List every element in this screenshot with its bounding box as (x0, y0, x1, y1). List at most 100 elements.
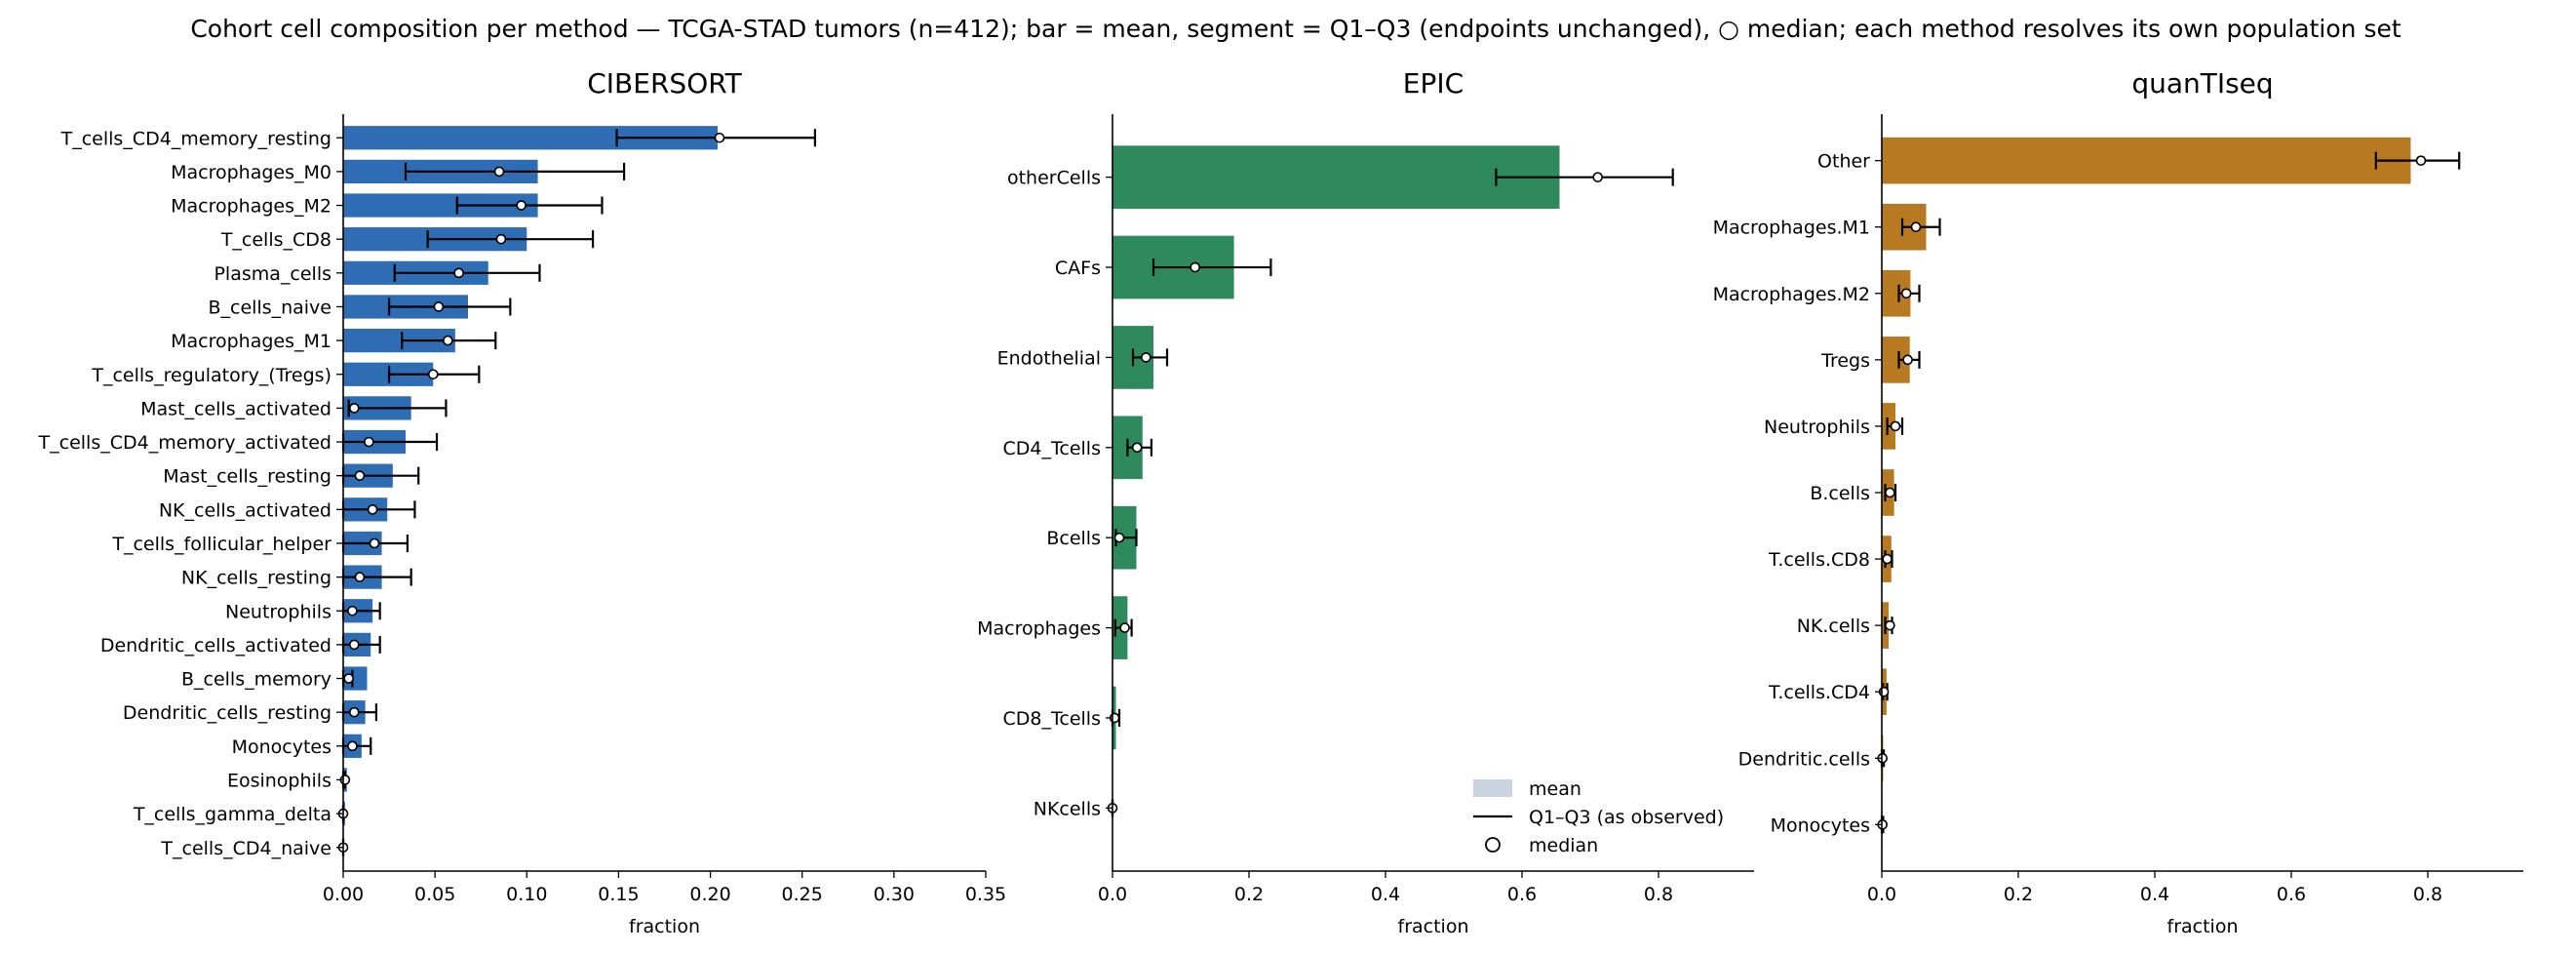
median-macrophages-m2 (516, 200, 527, 211)
median-monocytes (347, 740, 358, 752)
median-nk-cells (1885, 619, 1895, 631)
xtick-label: 0.2 (1234, 884, 1264, 905)
ytick-label-nk-cells: NK.cells (1797, 616, 1870, 637)
ytick-label-t-cells-follicular-helper: T_cells_follicular_helper (111, 534, 332, 555)
ytick-label-t-cells-cd4-memory-resting: T_cells_CD4_memory_resting (60, 128, 332, 149)
median-t-cells-cd8 (1882, 553, 1893, 565)
xtick-label: 0.4 (2140, 884, 2169, 905)
ytick-label-monocytes: Monocytes (1771, 815, 1870, 836)
ytick-label-neutrophils: Neutrophils (225, 601, 332, 622)
bar-othercells (1112, 145, 1560, 209)
xtick-label: 0.2 (2004, 884, 2033, 905)
x-axis-label: fraction (629, 916, 700, 937)
median-macrophages-m1 (443, 335, 453, 346)
median-other (2415, 155, 2427, 166)
xtick-label: 0.20 (689, 884, 730, 905)
iqr-mast-cells-activated (347, 399, 448, 417)
ytick-label-nk-cells-resting: NK_cells_resting (181, 568, 332, 589)
panel-epic: EPIC otherCells CAFs Endothelial CD4_Tcells B… (977, 67, 1754, 937)
xtick-label: 0.0 (1098, 884, 1127, 905)
median-dendritic-cells-resting (348, 706, 360, 718)
ytick-label-othercells: otherCells (1007, 168, 1101, 189)
panel-title: EPIC (1403, 67, 1464, 99)
ytick-label-dendritic-cells-activated: Dendritic_cells_activated (100, 635, 332, 656)
median-nk-cells-resting (354, 572, 366, 582)
median-b-cells (1885, 487, 1895, 498)
panel-quantiseq: quanTIseq Other Macrophages.M1 Macrophages.… (1713, 67, 2523, 937)
xtick-label: 0.6 (1507, 884, 1537, 905)
panel-title: quanTIseq (2131, 67, 2273, 99)
ytick-label-monocytes: Monocytes (232, 736, 332, 758)
iqr-t-cells-cd8 (426, 230, 595, 249)
ytick-label-plasma-cells: Plasma_cells (214, 263, 332, 285)
median-nk-cells-activated (367, 504, 378, 515)
xtick-label: 0.05 (414, 884, 455, 905)
legend: mean Q1–Q3 (as observed) median (1473, 778, 1724, 856)
xtick-label: 0.00 (323, 884, 364, 905)
xtick-label: 0.0 (1867, 884, 1896, 905)
xtick-label: 0.15 (598, 884, 639, 905)
median-dendritic-cells-activated (348, 639, 360, 651)
xtick-label: 0.10 (506, 884, 547, 905)
median-cd4-tcells (1131, 442, 1143, 454)
ytick-label-t-cells-cd4-naive: T_cells_CD4_naive (160, 838, 332, 859)
median-t-cells-follicular-helper (369, 537, 380, 549)
legend-label-iqr: Q1–Q3 (as observed) (1529, 807, 1724, 828)
median-tregs (1902, 354, 1913, 366)
ytick-label-t-cells-cd8: T_cells_CD8 (220, 229, 332, 251)
median-t-cells-cd8 (495, 233, 507, 245)
median-b-cells-memory (343, 673, 354, 684)
ytick-label-bcells: Bcells (1046, 528, 1101, 549)
ytick-label-b-cells-naive: B_cells_naive (208, 297, 332, 318)
median-othercells (1592, 172, 1603, 182)
legend-swatch-median (1485, 837, 1501, 853)
iqr-macrophages-m2 (455, 196, 604, 215)
legend-swatch-mean (1473, 779, 1512, 797)
xtick-label: 0.4 (1371, 884, 1400, 905)
median-t-cells-cd4-memory-resting (714, 132, 725, 143)
median-neutrophils (347, 605, 358, 616)
median-macrophages-m0 (493, 166, 505, 178)
ytick-label-b-cells: B.cells (1810, 483, 1870, 504)
ytick-label-dendritic-cells: Dendritic.cells (1738, 748, 1870, 770)
median-macrophages-m1 (1910, 221, 1922, 233)
ytick-label-cd8-tcells: CD8_Tcells (1003, 708, 1101, 730)
xtick-label: 0.8 (2413, 884, 2442, 905)
iqr-cafs (1151, 258, 1272, 277)
ytick-label-cafs: CAFs (1055, 258, 1101, 279)
ytick-label-neutrophils: Neutrophils (1764, 417, 1870, 438)
median-macrophages (1119, 622, 1130, 633)
bar-other (1882, 137, 2411, 184)
ytick-label-macrophages-m1: Macrophages_M1 (171, 331, 332, 352)
ytick-label-endothelial: Endothelial (997, 347, 1101, 369)
xtick-label: 0.6 (2277, 884, 2306, 905)
iqr-b-cells-naive (387, 298, 512, 316)
xtick-label: 0.8 (1644, 884, 1673, 905)
ytick-label-tregs: Tregs (1820, 350, 1870, 372)
ytick-label-t-cells-cd4: T.cells.CD4 (1768, 682, 1870, 703)
ytick-label-t-cells-regulatory-tregs: T_cells_regulatory_(Tregs) (91, 365, 332, 386)
median-endothelial (1141, 352, 1151, 363)
ytick-label-eosinophils: Eosinophils (227, 770, 332, 791)
ytick-label-dendritic-cells-resting: Dendritic_cells_resting (123, 702, 332, 724)
ytick-label-nkcells: NKcells (1034, 798, 1101, 819)
median-mast-cells-activated (348, 403, 360, 414)
median-t-cells-regulatory-tregs (427, 369, 439, 380)
iqr-othercells (1495, 168, 1674, 186)
iqr-macrophages-m0 (404, 162, 626, 180)
panel-title: CIBERSORT (587, 67, 742, 99)
ytick-label-t-cells-cd8: T.cells.CD8 (1768, 549, 1870, 571)
x-axis-label: fraction (2167, 916, 2239, 937)
ytick-label-macrophages-m0: Macrophages_M0 (171, 162, 332, 183)
ytick-label-macrophages-m1: Macrophages.M1 (1713, 218, 1870, 239)
median-plasma-cells (453, 267, 464, 279)
ytick-label-macrophages-m2: Macrophages.M2 (1713, 284, 1870, 305)
legend-label-mean: mean (1529, 778, 1581, 800)
xtick-label: 0.25 (782, 884, 823, 905)
ytick-label-macrophages: Macrophages (977, 618, 1101, 640)
ytick-label-macrophages-m2: Macrophages_M2 (171, 196, 332, 218)
ytick-label-t-cells-cd4-memory-activated: T_cells_CD4_memory_activated (38, 432, 332, 454)
ytick-label-b-cells-memory: B_cells_memory (181, 669, 332, 691)
ytick-label-other: Other (1817, 151, 1870, 173)
ytick-label-cd4-tcells: CD4_Tcells (1003, 438, 1101, 459)
